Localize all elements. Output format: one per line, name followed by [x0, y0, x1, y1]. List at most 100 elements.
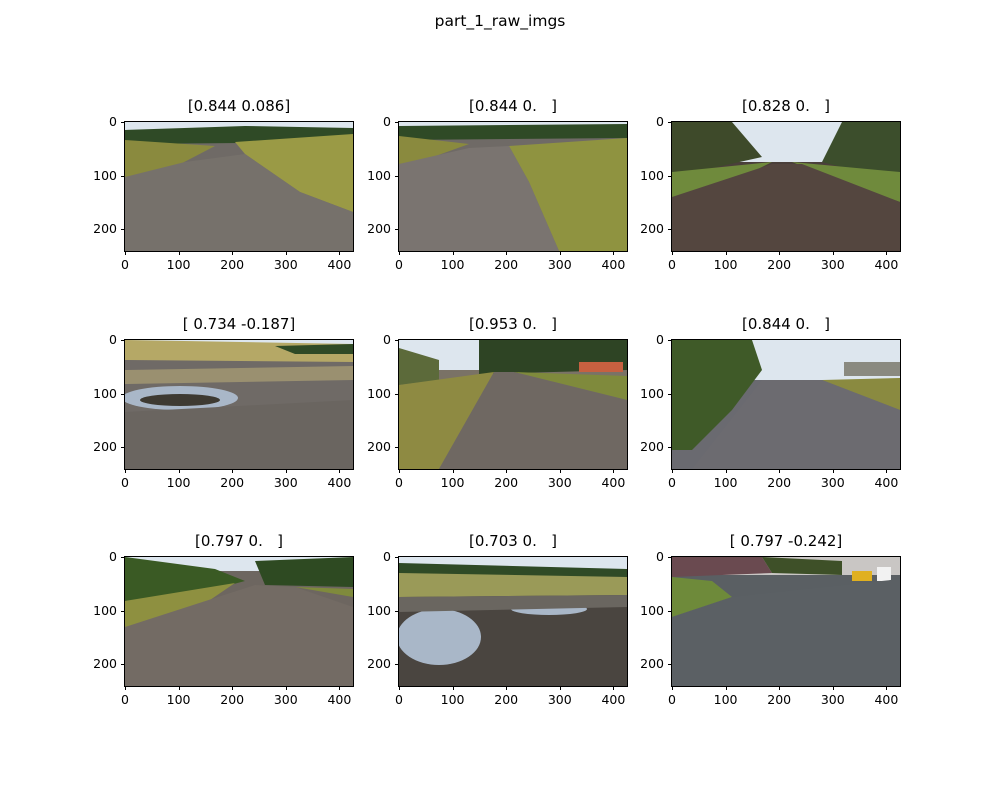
y-tick-label: 100 [93, 167, 117, 183]
x-tick-mark [559, 251, 561, 255]
x-tick-mark [125, 469, 126, 473]
x-tick-label: 200 [220, 257, 245, 272]
x-tick-label: 400 [601, 475, 626, 490]
y-tick-mark [121, 175, 125, 177]
subplot-panel: [0.844 0. ] 0 100 200 0 100 200 300 400 [640, 315, 901, 490]
subplot-panel: [ 0.734 -0.187] 0 100 200 0 100 200 300 400 [93, 315, 354, 490]
y-tick-label: 100 [640, 167, 664, 183]
x-tick-mark [779, 469, 781, 473]
x-tick-mark [832, 251, 834, 255]
y-tick-label: 100 [367, 167, 391, 183]
x-tick-mark [178, 469, 180, 473]
y-tick-label: 0 [656, 114, 664, 129]
x-tick-label: 0 [395, 257, 403, 272]
y-tick-mark [668, 122, 672, 123]
y-tick-label: 200 [640, 439, 664, 454]
x-tick-mark [125, 251, 126, 255]
x-tick-label: 100 [440, 475, 465, 490]
y-tick-mark [668, 447, 672, 448]
x-tick-mark [452, 469, 454, 473]
subplot-panel: [0.703 0. ] 0 100 200 0 100 200 300 400 [367, 532, 628, 707]
x-tick-label: 400 [327, 692, 352, 707]
x-tick-label: 0 [121, 692, 129, 707]
subplot-title: [ 0.797 -0.242] [729, 532, 843, 550]
y-tick-label: 0 [656, 549, 664, 564]
figure-title: part_1_raw_imgs [434, 12, 566, 30]
x-tick-mark [399, 469, 400, 473]
y-tick-mark [668, 340, 672, 341]
y-tick-label: 0 [656, 332, 664, 347]
x-tick-mark [613, 686, 615, 690]
subplot-panel: [0.797 0. ] 0 100 200 0 100 200 300 400 [93, 532, 354, 707]
x-tick-mark [178, 251, 180, 255]
y-tick-label: 200 [93, 439, 117, 454]
road-photo [398, 339, 628, 470]
x-tick-label: 300 [273, 257, 298, 272]
y-tick-mark [121, 557, 125, 558]
y-tick-mark [121, 447, 125, 448]
x-tick-label: 0 [668, 257, 676, 272]
subplot-title: [0.797 0. ] [194, 532, 284, 550]
x-tick-mark [285, 686, 287, 690]
x-tick-mark [232, 469, 234, 473]
x-tick-mark [886, 251, 888, 255]
y-tick-label: 0 [383, 114, 391, 129]
x-tick-mark [452, 251, 454, 255]
x-tick-label: 100 [166, 257, 191, 272]
y-tick-mark [395, 664, 399, 665]
x-tick-label: 300 [547, 692, 572, 707]
x-tick-mark [613, 251, 615, 255]
x-tick-label: 200 [220, 692, 245, 707]
y-tick-mark [395, 122, 399, 123]
x-tick-mark [339, 686, 341, 690]
y-tick-mark [121, 393, 125, 395]
x-tick-label: 0 [121, 257, 129, 272]
x-tick-label: 300 [547, 257, 572, 272]
x-tick-label: 200 [220, 475, 245, 490]
x-tick-label: 200 [767, 475, 792, 490]
road-photo [398, 556, 628, 687]
y-tick-label: 200 [640, 221, 664, 236]
x-tick-label: 400 [327, 475, 352, 490]
x-tick-label: 400 [874, 475, 899, 490]
road-photo [671, 339, 901, 470]
x-tick-label: 300 [273, 692, 298, 707]
y-tick-label: 200 [93, 656, 117, 671]
x-tick-label: 300 [547, 475, 572, 490]
x-tick-mark [672, 251, 673, 255]
subplot-title: [0.828 0. ] [741, 97, 831, 115]
y-tick-mark [668, 557, 672, 558]
subplot-title: [ 0.734 -0.187] [182, 315, 296, 333]
x-tick-label: 200 [494, 257, 519, 272]
x-tick-label: 400 [327, 257, 352, 272]
y-tick-mark [395, 610, 399, 612]
x-tick-mark [339, 469, 341, 473]
x-tick-label: 400 [874, 257, 899, 272]
y-tick-mark [121, 340, 125, 341]
road-photo [671, 556, 901, 687]
x-tick-label: 0 [121, 475, 129, 490]
x-tick-label: 400 [601, 257, 626, 272]
y-tick-label: 0 [109, 332, 117, 347]
x-tick-mark [886, 469, 888, 473]
subplot-panel: [0.953 0. ] 0 100 200 0 100 200 300 400 [367, 315, 628, 490]
x-tick-label: 100 [713, 475, 738, 490]
x-tick-mark [125, 686, 126, 690]
x-tick-label: 0 [395, 475, 403, 490]
y-tick-label: 100 [93, 602, 117, 618]
y-tick-mark [121, 229, 125, 230]
subplot-panel: [0.844 0. ] 0 100 200 0 100 200 300 400 [367, 97, 628, 272]
x-tick-label: 0 [668, 692, 676, 707]
subplot-title: [0.844 0. ] [468, 97, 558, 115]
y-tick-label: 200 [640, 656, 664, 671]
x-tick-mark [506, 469, 508, 473]
y-tick-label: 100 [367, 385, 391, 401]
x-tick-mark [725, 469, 727, 473]
subplot-panel: [ 0.797 -0.242] 0 100 200 0 100 200 300 400 [640, 532, 901, 707]
x-tick-mark [672, 469, 673, 473]
x-tick-label: 200 [494, 692, 519, 707]
y-tick-mark [395, 340, 399, 341]
y-tick-label: 100 [93, 385, 117, 401]
y-tick-mark [668, 229, 672, 230]
road-photo [124, 121, 354, 252]
